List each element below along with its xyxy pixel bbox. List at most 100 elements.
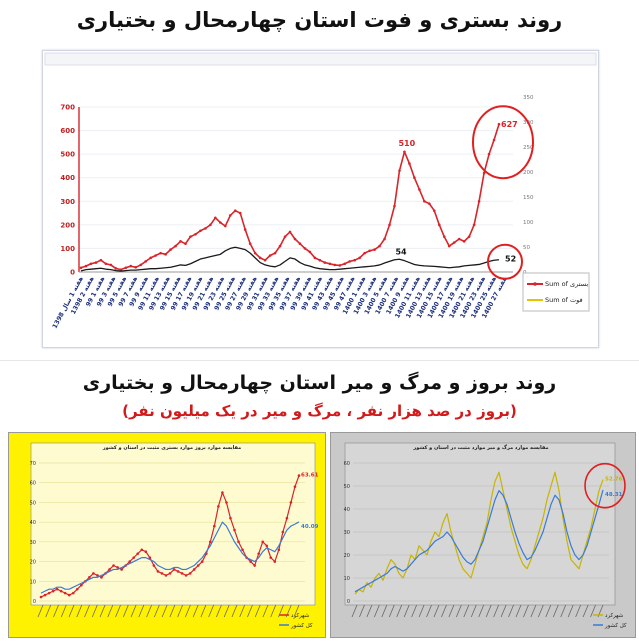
series-hospitalized-line-point-50 [328, 262, 332, 266]
series-hospitalized-line-point-19 [174, 244, 177, 248]
series-hospitalized-line-point-45 [303, 247, 307, 250]
series-province-line-point-29 [156, 570, 160, 573]
series-province-line-point-37 [188, 572, 192, 575]
series-province-line-point-46 [225, 501, 228, 504]
series-hospitalized-line-point-84 [497, 122, 501, 126]
series-province-line-point-25 [140, 548, 144, 552]
series-hospitalized-line-point-40 [278, 244, 282, 248]
x-tick-mark-8 [411, 604, 418, 618]
series-hospitalized-line-point-39 [273, 251, 277, 255]
series-hospitalized-line-point-52 [338, 264, 342, 267]
series-hospitalized-line-point-59 [373, 248, 376, 251]
series-province-line-point-64 [297, 474, 301, 477]
x-tick-mark-1 [45, 604, 52, 618]
series-hospitalized-line-point-12 [139, 263, 143, 267]
annotation-52: 52 [505, 255, 516, 264]
series-hospitalized-line-point-33 [243, 228, 247, 231]
x-tick-mark-22 [515, 604, 522, 618]
right-axis-tick-1: 50 [523, 245, 530, 251]
left-axis-tick-0: 0 [70, 269, 75, 277]
series-province-line-point-54 [257, 552, 260, 555]
hospitalization-chart-panel: 0100200300400500600700050100150200250300… [42, 50, 599, 348]
series-province-line-point-22 [128, 560, 131, 563]
series-hospitalized-line-point-72 [437, 223, 441, 227]
series-province-line-point-63 [293, 485, 297, 488]
series-hospitalized-line-point-44 [298, 242, 302, 246]
x-tick-mark-25 [231, 604, 238, 618]
right-axis-tick-5: 250 [523, 145, 534, 151]
series-province-line-point-55 [261, 540, 265, 544]
series-hospitalized-line-point-62 [388, 223, 391, 227]
panel-label: مقایسه موارد مرگ و میر موارد مثبت در است… [412, 444, 548, 451]
y-tick-5: 50 [344, 484, 350, 490]
series-hospitalized-line-point-20 [179, 240, 182, 243]
left-axis-tick-5: 500 [60, 151, 75, 159]
x-tick-mark-5 [388, 604, 395, 618]
series-hospitalized-line-point-3 [94, 261, 98, 264]
legend-box [522, 272, 590, 312]
series-hospitalized-line-point-58 [368, 249, 371, 253]
series-province-line-point-5 [59, 589, 63, 593]
highlight-circle-deaths [487, 243, 523, 280]
series-province-line-point-62 [289, 501, 293, 504]
bottom-chart-title: روند بروز و مرگ و میر استان چهارمحال و ب… [82, 372, 557, 394]
series-province-line-point-20 [120, 568, 123, 571]
y-tick-6: 60 [30, 481, 36, 487]
x-tick-mark-16 [470, 604, 477, 618]
series-hospitalized-line-point-73 [442, 235, 446, 238]
x-tick-mark-0 [351, 604, 358, 618]
x-tick-mark-12 [130, 604, 137, 618]
legend-label-country: کل کشور [604, 622, 627, 629]
x-tick-mark-14 [146, 604, 152, 618]
series-hospitalized-line-point-76 [457, 237, 461, 241]
series-province-line-point-35 [180, 572, 184, 575]
series-hospitalized-line-point-78 [467, 235, 471, 238]
series-hospitalized-line-point-26 [209, 223, 212, 227]
x-tick-mark-14 [455, 604, 462, 618]
y-tick-3: 30 [30, 540, 36, 546]
series-province-line-point-49 [237, 540, 240, 544]
series-province-line-point-58 [273, 560, 277, 563]
series-hospitalized-line-point-34 [248, 242, 252, 246]
x-tick-mark-25 [537, 604, 544, 618]
y-tick-5: 50 [30, 500, 36, 506]
y-tick-6: 60 [344, 461, 350, 467]
series-hospitalized-line-point-51 [333, 263, 337, 267]
series-province-line-point-15 [100, 576, 103, 579]
series-province-line-point-40 [200, 560, 204, 563]
x-tick-mark-22 [208, 604, 215, 618]
series-province-line-point-50 [241, 548, 244, 552]
series-hospitalized-line-point-53 [343, 262, 347, 266]
x-tick-mark-13 [448, 604, 455, 618]
bottom-chart-subtitle: (بروز در صد هزار نفر ، مرگ و میر در یک م… [122, 402, 517, 420]
annotation-province-last: 52.76 [605, 477, 623, 483]
series-hospitalized-line-point-38 [268, 254, 272, 257]
panel-label: مقایسه موارد بروز موارد بستری مثبت در اس… [102, 445, 242, 451]
right-axis-tick-4: 200 [523, 170, 534, 176]
series-province-line-point-34 [176, 570, 180, 573]
x-tick-mark-10 [115, 604, 121, 618]
series-hospitalized-line-point-23 [194, 232, 197, 236]
series-province-line-point-13 [92, 572, 95, 575]
series-hospitalized-line-point-14 [149, 256, 152, 260]
x-tick-mark-27 [247, 604, 253, 618]
series-hospitalized-line-point-65 [403, 150, 406, 154]
series-hospitalized-line-point-69 [423, 199, 426, 203]
series-province-line-point-38 [192, 568, 196, 571]
x-tick-mark-7 [403, 604, 410, 618]
series-hospitalized-line-point-75 [452, 241, 456, 244]
y-tick-1: 10 [30, 579, 36, 585]
series-hospitalized-line-point-43 [293, 237, 297, 241]
series-province-line-point-12 [88, 576, 91, 579]
x-tick-mark-21 [200, 604, 207, 618]
x-tick-mark-17 [478, 604, 485, 618]
series-hospitalized-line-point-61 [383, 237, 386, 241]
x-tick-mark-28 [560, 604, 567, 618]
series-hospitalized-line-point-81 [482, 171, 486, 175]
x-tick-mark-15 [153, 604, 160, 618]
x-tick-mark-4 [381, 604, 388, 618]
series-hospitalized-line-point-15 [154, 254, 157, 257]
series-province-line-point-44 [217, 505, 220, 508]
series-province-line-point-48 [233, 528, 236, 532]
y-tick-0: 0 [33, 599, 36, 605]
